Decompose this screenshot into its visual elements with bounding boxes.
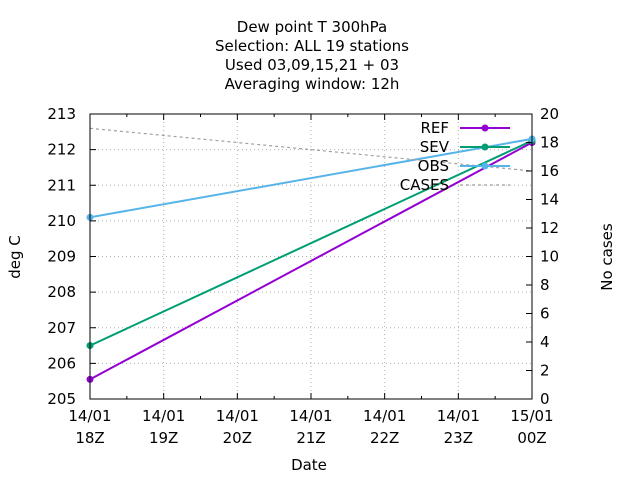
title-line: Selection: ALL 19 stations [215, 37, 409, 55]
y2-tick-label: 2 [540, 362, 550, 380]
y-tick-label: 211 [47, 176, 76, 194]
legend-label-sev: SEV [420, 138, 450, 156]
y2-tick-label: 16 [540, 162, 559, 180]
x-tick-label-date: 14/01 [437, 407, 480, 425]
plot-series [86, 127, 536, 383]
x-tick-label-hour: 23Z [444, 429, 473, 447]
series-line-cases [89, 127, 533, 172]
y-tick-label: 213 [47, 105, 76, 123]
legend-marker-ref [481, 124, 489, 132]
y-tick-label: 212 [47, 141, 76, 159]
legend-label-cases: CASES [400, 176, 449, 194]
y2-tick-label: 18 [540, 134, 559, 152]
y2-tick-label: 20 [540, 105, 559, 123]
title-line: Dew point T 300hPa [237, 18, 387, 36]
series-line-sev [89, 139, 533, 347]
x-tick-label-hour: 22Z [370, 429, 399, 447]
legend-label-obs: OBS [418, 157, 449, 175]
legend-label-ref: REF [420, 119, 449, 137]
y2-tick-label: 6 [540, 305, 550, 323]
axes: 205 206 207 208 209 210 211 212 213 0 2 4 6 8 10 12 14 16… [47, 105, 559, 447]
title-line: Used 03,09,15,21 + 03 [225, 56, 399, 74]
x-tick-label-date: 14/01 [289, 407, 332, 425]
y-tick-label: 210 [47, 212, 76, 230]
x-tick-label-date: 14/01 [216, 407, 259, 425]
x-tick-label-hour: 21Z [296, 429, 325, 447]
y2-tick-label: 8 [540, 276, 550, 294]
x-tick-label-date: 14/01 [142, 407, 185, 425]
x-tick-label-date: 15/01 [510, 407, 553, 425]
y2-tick-label: 12 [540, 219, 559, 237]
x-tick-label-hour: 18Z [75, 429, 104, 447]
x-tick-label-hour: 00Z [517, 429, 546, 447]
y2-tick-label: 0 [540, 390, 550, 408]
y-tick-label: 206 [47, 354, 76, 372]
y2-axis-label: No cases [598, 223, 616, 291]
x-tick-label-date: 14/01 [68, 407, 111, 425]
x-tick-label-hour: 19Z [149, 429, 178, 447]
y-axis-label: deg C [6, 235, 24, 279]
legend-marker-sev [481, 143, 489, 151]
y-tick-label: 209 [47, 248, 76, 266]
legend-marker-obs [481, 162, 489, 170]
x-tick-label-hour: 20Z [223, 429, 252, 447]
series-line-obs [89, 137, 533, 219]
y-tick-label: 205 [47, 390, 76, 408]
x-tick-label-date: 14/01 [363, 407, 406, 425]
title-line: Averaging window: 12h [225, 75, 400, 93]
x-axis-label: Date [291, 456, 327, 474]
y-tick-label: 208 [47, 283, 76, 301]
series-line-ref [89, 141, 533, 381]
y2-tick-label: 10 [540, 248, 559, 266]
y2-tick-label: 4 [540, 333, 550, 351]
y-tick-label: 207 [47, 319, 76, 337]
grid [90, 114, 532, 399]
y2-tick-label: 14 [540, 191, 559, 209]
